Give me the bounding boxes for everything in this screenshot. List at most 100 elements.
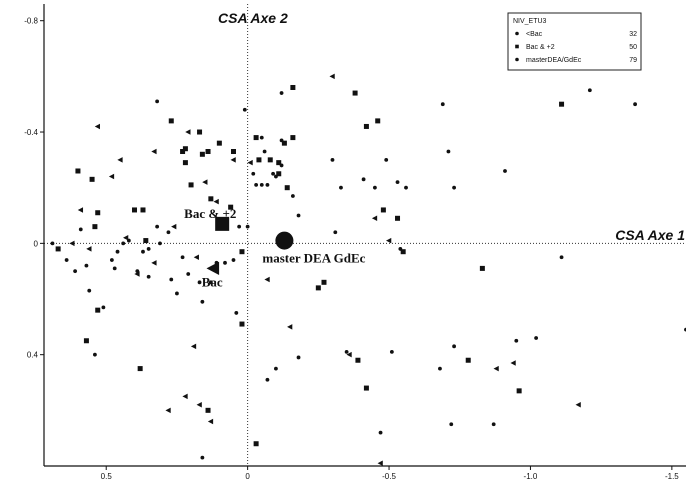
- data-point-triangle: [171, 223, 177, 230]
- data-point-triangle: [247, 159, 253, 166]
- data-point-square: [559, 101, 565, 107]
- data-point-circle: [166, 230, 171, 235]
- data-point-circle: [534, 336, 539, 340]
- data-point-triangle: [165, 407, 171, 414]
- data-point-circle: [262, 149, 267, 154]
- data-point-circle: [279, 138, 284, 143]
- data-point-square: [205, 149, 211, 155]
- data-point-triangle: [493, 365, 499, 372]
- data-point-circle: [64, 258, 69, 262]
- data-point-circle: [186, 272, 191, 276]
- data-point-circle: [449, 422, 454, 427]
- data-point-square: [89, 176, 95, 182]
- data-point-square: [75, 168, 81, 174]
- data-point-circle: [503, 169, 507, 173]
- data-point-triangle: [264, 276, 270, 283]
- data-point-circle: [398, 247, 403, 251]
- data-point-circle: [169, 277, 174, 282]
- data-point-circle: [180, 255, 185, 260]
- data-point-square: [83, 338, 89, 344]
- data-point-circle: [330, 157, 335, 162]
- legend-count: 32: [629, 31, 637, 38]
- data-point-circle: [84, 263, 89, 268]
- data-point-circle: [200, 299, 205, 304]
- data-point-circle: [155, 224, 160, 229]
- y-tick-label: -0.8: [24, 17, 38, 26]
- centroid-marker-square: [215, 216, 230, 231]
- data-point-square: [281, 140, 287, 146]
- data-point-square: [230, 149, 236, 155]
- data-point-circle: [141, 249, 145, 254]
- data-point-circle: [333, 230, 338, 235]
- data-point-square: [205, 407, 211, 413]
- data-point-square: [55, 246, 61, 252]
- data-point-triangle: [575, 402, 581, 408]
- data-point-square: [380, 207, 386, 213]
- data-point-square: [132, 207, 138, 213]
- x-tick-label: -1.0: [524, 472, 538, 481]
- x-tick-label: 0: [245, 472, 250, 481]
- data-point-square: [276, 160, 282, 166]
- data-point-square: [267, 157, 273, 163]
- data-point-triangle: [346, 351, 352, 358]
- data-point-triangle: [207, 418, 214, 425]
- reference-lines: [44, 4, 686, 466]
- data-point-square: [253, 135, 259, 141]
- data-point-circle: [109, 258, 114, 262]
- x-tick-label: -0.5: [382, 472, 396, 481]
- plot-frame: [43, 4, 686, 467]
- data-point-circle: [438, 366, 442, 371]
- data-point-circle: [146, 247, 151, 251]
- data-point-circle: [93, 352, 97, 357]
- data-point-circle: [587, 88, 592, 93]
- data-point-square: [208, 196, 214, 202]
- y-tick-label: 0: [34, 239, 39, 248]
- data-point-circle: [121, 241, 126, 246]
- data-point-square: [256, 157, 262, 163]
- data-point-circle: [223, 260, 227, 265]
- data-point-triangle: [196, 402, 202, 408]
- legend-count: 50: [629, 44, 637, 51]
- data-point-circle: [73, 269, 78, 274]
- data-point-circle: [237, 224, 242, 229]
- data-point-circle: [372, 185, 377, 190]
- series-triangle: [69, 73, 581, 466]
- data-point-square: [140, 207, 146, 213]
- data-point-triangle: [86, 246, 92, 252]
- legend-label: masterDEA/GdEc: [526, 57, 582, 64]
- data-point-circle: [395, 180, 400, 185]
- data-point-circle: [271, 171, 275, 176]
- data-point-square: [516, 388, 522, 394]
- data-point-square: [92, 224, 98, 230]
- legend-entries: <Bac 32 Bac & +2 50 masterDEA/GdEc 79: [515, 31, 637, 64]
- data-point-triangle: [185, 129, 191, 135]
- data-point-circle: [491, 422, 496, 427]
- x-tick-label: 0.5: [101, 472, 113, 481]
- data-point-triangle: [230, 157, 236, 163]
- centroid-label: master DEA GdEc: [262, 251, 365, 266]
- data-point-circle: [404, 185, 408, 190]
- data-point-circle: [245, 224, 250, 229]
- data-point-square: [479, 265, 485, 271]
- data-point-circle: [265, 377, 270, 382]
- legend-box: [507, 12, 642, 71]
- data-point-circle: [339, 185, 343, 190]
- data-point-square: [197, 129, 203, 135]
- data-point-circle: [559, 255, 564, 260]
- data-point-triangle: [193, 254, 199, 261]
- legend-marker-circle: [515, 57, 519, 62]
- data-point-square: [143, 238, 149, 244]
- data-point-circle: [101, 305, 106, 310]
- data-point-triangle: [94, 123, 100, 130]
- data-point-square: [137, 366, 143, 372]
- legend-label: <Bac: [526, 31, 543, 38]
- series-square: [55, 84, 565, 447]
- data-point-triangle: [151, 148, 157, 155]
- axis-title-axe2: CSA Axe 2: [218, 10, 288, 26]
- data-point-square: [253, 441, 259, 447]
- data-point-circle: [446, 149, 451, 154]
- data-point-square: [321, 279, 327, 285]
- data-point-circle: [87, 288, 92, 293]
